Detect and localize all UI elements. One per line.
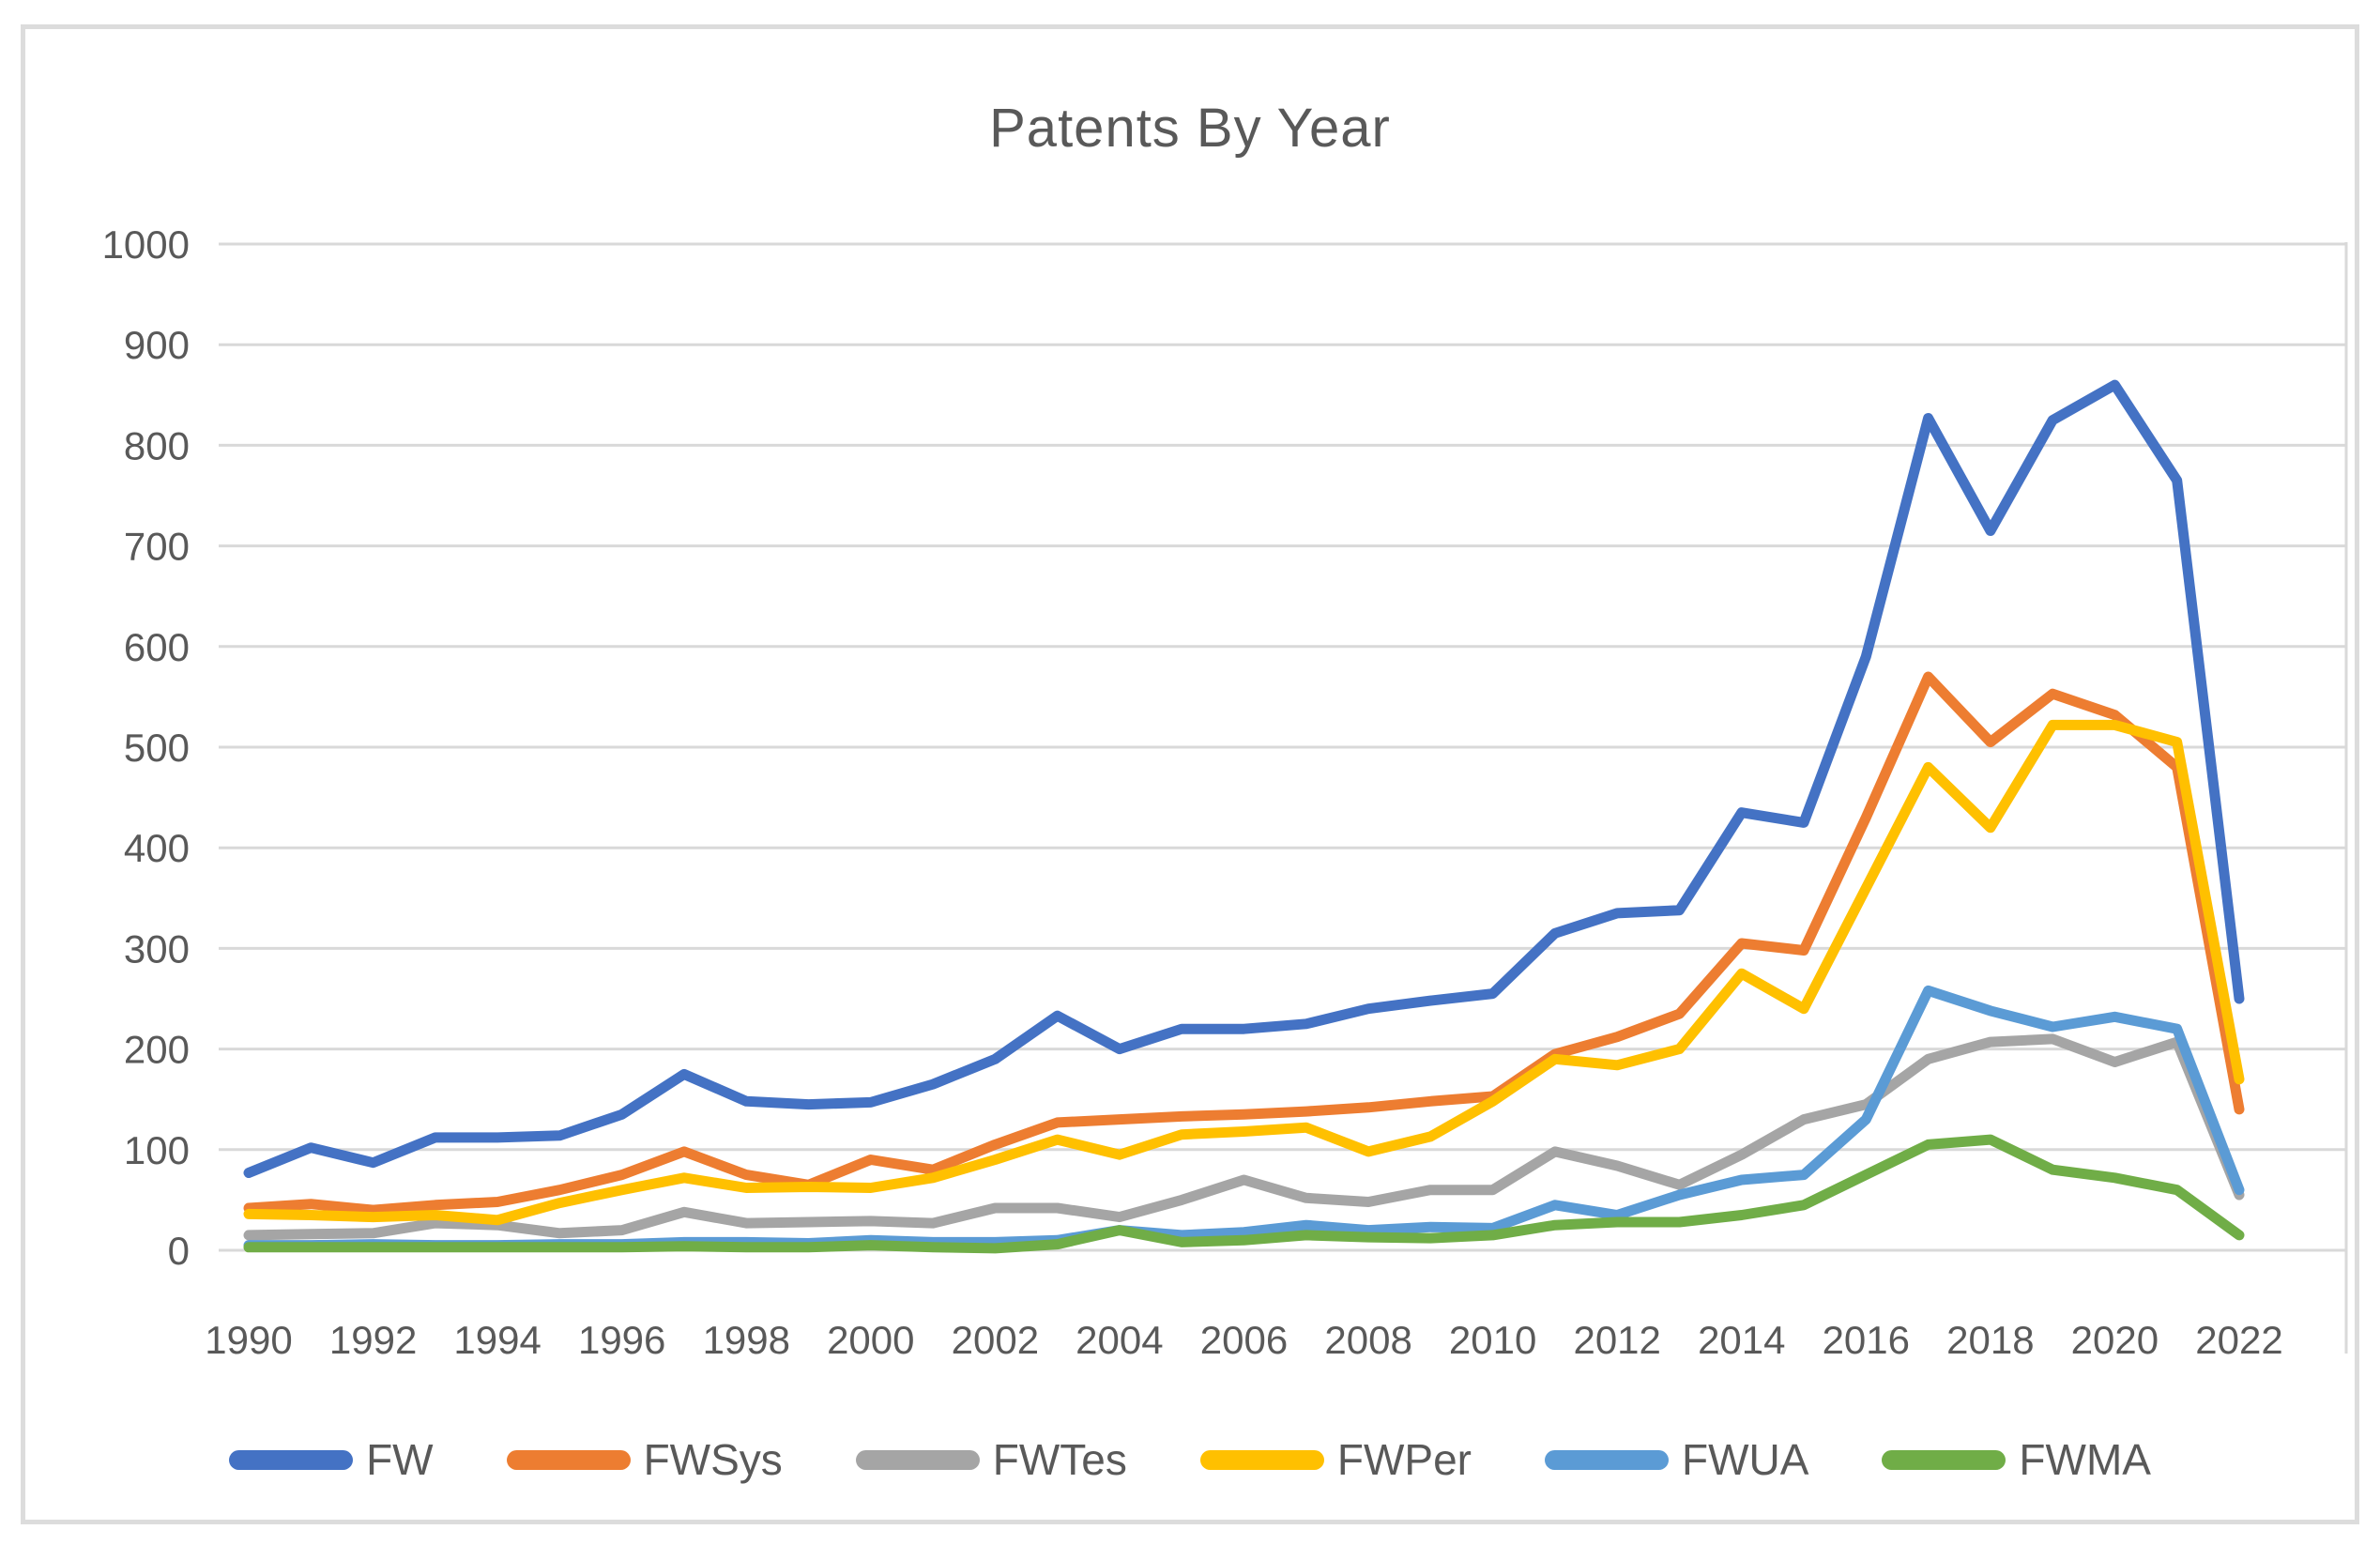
legend-label: FWTes xyxy=(992,1435,1127,1484)
legend-marker-FWPer xyxy=(1199,1449,1324,1470)
series-line-FWMA xyxy=(243,1134,2245,1254)
legend: FW FWSys FWTes FWPer FWUA FWMA xyxy=(0,1434,2380,1485)
y-axis-tick-label: 200 xyxy=(124,1028,190,1072)
x-axis-tick-label: 2006 xyxy=(1200,1318,1288,1362)
x-axis-tick-label: 2010 xyxy=(1449,1318,1536,1362)
legend-marker-FW xyxy=(229,1449,354,1470)
legend-item-FWPer: FWPer xyxy=(1199,1434,1472,1485)
x-axis-tick-label: 1992 xyxy=(329,1318,417,1362)
x-axis-tick-label: 2018 xyxy=(1946,1318,2034,1362)
series-line-FW xyxy=(243,379,2245,1178)
y-axis-tick-label: 500 xyxy=(124,726,190,770)
x-axis-tick-label: 2002 xyxy=(952,1318,1039,1362)
series-line-FWSys xyxy=(243,671,2245,1216)
x-axis-tick-label: 1990 xyxy=(205,1318,292,1362)
legend-item-FWMA: FWMA xyxy=(1882,1434,2151,1485)
x-axis-tick-label: 2004 xyxy=(1076,1318,1163,1362)
chart-title: Patents By Year xyxy=(989,98,1391,159)
legend-label: FWUA xyxy=(1682,1435,1809,1484)
legend-label: FWMA xyxy=(2019,1435,2151,1484)
x-axis-tick-label: 2008 xyxy=(1324,1318,1411,1362)
y-axis-tick-label: 900 xyxy=(124,323,190,367)
y-axis-tick-label: 400 xyxy=(124,826,190,870)
y-axis-tick-label: 1000 xyxy=(102,222,190,267)
legend-marker-FWUA xyxy=(1545,1449,1669,1470)
x-axis-tick-label: 2016 xyxy=(1823,1318,1910,1362)
x-axis-tick-label: 2000 xyxy=(827,1318,914,1362)
x-axis-tick-label: 2012 xyxy=(1573,1318,1660,1362)
x-axis-tick-label: 1998 xyxy=(703,1318,790,1362)
y-axis-tick-label: 300 xyxy=(124,926,190,971)
legend-marker-FWMA xyxy=(1882,1449,2006,1470)
x-axis-tick-label: 2020 xyxy=(2071,1318,2159,1362)
y-axis-tick-label: 800 xyxy=(124,423,190,467)
y-axis-tick-label: 700 xyxy=(124,525,190,569)
legend-label: FWPer xyxy=(1336,1435,1472,1484)
legend-marker-FWTes xyxy=(855,1449,980,1470)
y-axis-tick-label: 600 xyxy=(124,625,190,669)
x-axis-tick-label: 2014 xyxy=(1698,1318,1785,1362)
legend-item-FWSys: FWSys xyxy=(506,1434,783,1485)
y-axis-tick-label: 100 xyxy=(124,1128,190,1172)
legend-marker-FWSys xyxy=(506,1449,631,1470)
legend-item-FW: FW xyxy=(229,1434,434,1485)
series-line-FWPer xyxy=(243,719,2245,1226)
legend-label: FWSys xyxy=(643,1435,783,1484)
y-axis-tick-label: 0 xyxy=(168,1229,190,1273)
legend-item-FWUA: FWUA xyxy=(1545,1434,1808,1485)
x-axis-tick-label: 2022 xyxy=(2195,1318,2282,1362)
legend-label: FW xyxy=(366,1435,434,1484)
x-axis-tick-label: 1994 xyxy=(453,1318,541,1362)
legend-item-FWTes: FWTes xyxy=(855,1434,1127,1485)
series-line-FWTes xyxy=(243,1033,2245,1241)
x-axis-tick-label: 1996 xyxy=(578,1318,665,1362)
